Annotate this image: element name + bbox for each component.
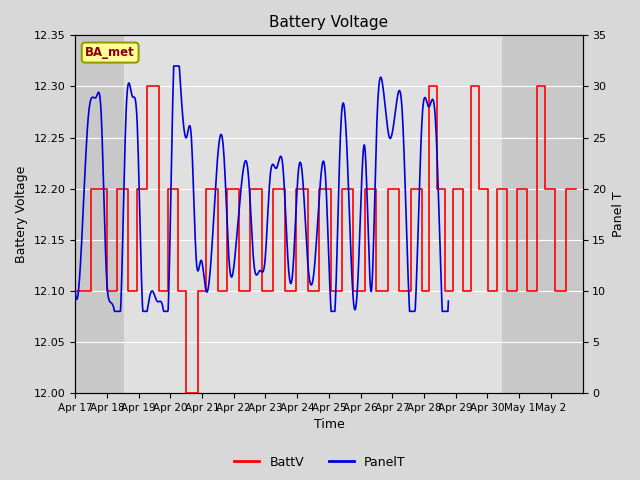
Y-axis label: Panel T: Panel T [612,192,625,237]
Title: Battery Voltage: Battery Voltage [269,15,388,30]
Bar [124,36,500,393]
Y-axis label: Battery Voltage: Battery Voltage [15,166,28,263]
X-axis label: Time: Time [314,419,344,432]
Text: BA_met: BA_met [85,46,135,59]
Legend: BattV, PanelT: BattV, PanelT [229,451,411,474]
